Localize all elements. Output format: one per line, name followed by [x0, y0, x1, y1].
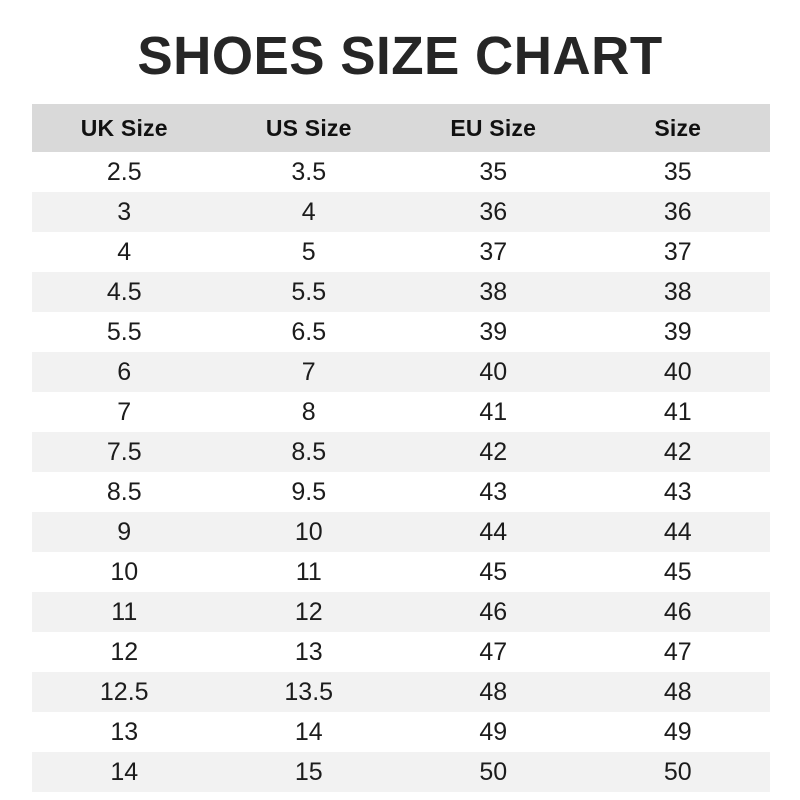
cell-eu-size: 36 — [401, 192, 586, 232]
cell-size: 40 — [585, 352, 770, 392]
column-header-uk-size: UK Size — [32, 104, 217, 152]
cell-us-size: 8.5 — [216, 432, 401, 472]
cell-size: 47 — [585, 632, 770, 672]
cell-us-size: 3.5 — [216, 152, 401, 192]
cell-us-size: 8 — [216, 392, 401, 432]
cell-us-size: 13.5 — [216, 672, 401, 712]
cell-us-size: 10 — [216, 512, 401, 552]
cell-eu-size: 42 — [401, 432, 586, 472]
table-row: 11 12 46 46 — [32, 592, 770, 632]
cell-uk-size: 3 — [32, 192, 217, 232]
cell-uk-size: 11 — [32, 592, 217, 632]
table-row: 5.5 6.5 39 39 — [32, 312, 770, 352]
table-row: 2.5 3.5 35 35 — [32, 152, 770, 192]
cell-uk-size: 4.5 — [32, 272, 217, 312]
cell-eu-size: 47 — [401, 632, 586, 672]
table-row: 14 15 50 50 — [32, 752, 770, 792]
table-row: 10 11 45 45 — [32, 552, 770, 592]
table-row: 12.5 13.5 48 48 — [32, 672, 770, 712]
table-row: 7 8 41 41 — [32, 392, 770, 432]
cell-size: 49 — [585, 712, 770, 752]
cell-eu-size: 50 — [401, 752, 586, 792]
cell-size: 41 — [585, 392, 770, 432]
cell-uk-size: 14 — [32, 752, 217, 792]
cell-us-size: 12 — [216, 592, 401, 632]
cell-us-size: 13 — [216, 632, 401, 672]
table-row: 12 13 47 47 — [32, 632, 770, 672]
cell-us-size: 5 — [216, 232, 401, 272]
cell-eu-size: 35 — [401, 152, 586, 192]
table-row: 7.5 8.5 42 42 — [32, 432, 770, 472]
cell-eu-size: 48 — [401, 672, 586, 712]
table-row: 9 10 44 44 — [32, 512, 770, 552]
cell-eu-size: 39 — [401, 312, 586, 352]
page-title: SHOES SIZE CHART — [137, 26, 663, 86]
cell-eu-size: 43 — [401, 472, 586, 512]
cell-uk-size: 4 — [32, 232, 217, 272]
cell-uk-size: 7.5 — [32, 432, 217, 472]
cell-eu-size: 44 — [401, 512, 586, 552]
cell-uk-size: 12 — [32, 632, 217, 672]
cell-us-size: 7 — [216, 352, 401, 392]
cell-size: 39 — [585, 312, 770, 352]
size-chart-table: UK Size US Size EU Size Size 2.5 3.5 35 … — [32, 104, 770, 792]
cell-us-size: 9.5 — [216, 472, 401, 512]
cell-size: 38 — [585, 272, 770, 312]
cell-uk-size: 7 — [32, 392, 217, 432]
cell-uk-size: 6 — [32, 352, 217, 392]
cell-uk-size: 10 — [32, 552, 217, 592]
table-row: 6 7 40 40 — [32, 352, 770, 392]
cell-eu-size: 40 — [401, 352, 586, 392]
column-header-size: Size — [585, 104, 770, 152]
cell-size: 45 — [585, 552, 770, 592]
table-row: 3 4 36 36 — [32, 192, 770, 232]
cell-size: 43 — [585, 472, 770, 512]
table-row: 4 5 37 37 — [32, 232, 770, 272]
table-header: UK Size US Size EU Size Size — [32, 104, 770, 152]
table-row: 4.5 5.5 38 38 — [32, 272, 770, 312]
cell-uk-size: 2.5 — [32, 152, 217, 192]
cell-size: 37 — [585, 232, 770, 272]
cell-eu-size: 37 — [401, 232, 586, 272]
cell-uk-size: 9 — [32, 512, 217, 552]
table-row: 13 14 49 49 — [32, 712, 770, 752]
cell-eu-size: 45 — [401, 552, 586, 592]
cell-size: 46 — [585, 592, 770, 632]
cell-eu-size: 49 — [401, 712, 586, 752]
cell-uk-size: 12.5 — [32, 672, 217, 712]
cell-eu-size: 41 — [401, 392, 586, 432]
cell-us-size: 4 — [216, 192, 401, 232]
cell-us-size: 6.5 — [216, 312, 401, 352]
table-header-row: UK Size US Size EU Size Size — [32, 104, 770, 152]
cell-us-size: 15 — [216, 752, 401, 792]
cell-size: 42 — [585, 432, 770, 472]
cell-uk-size: 8.5 — [32, 472, 217, 512]
table-row: 8.5 9.5 43 43 — [32, 472, 770, 512]
column-header-us-size: US Size — [216, 104, 401, 152]
cell-eu-size: 38 — [401, 272, 586, 312]
cell-us-size: 5.5 — [216, 272, 401, 312]
cell-size: 36 — [585, 192, 770, 232]
cell-us-size: 14 — [216, 712, 401, 752]
cell-size: 50 — [585, 752, 770, 792]
cell-size: 44 — [585, 512, 770, 552]
cell-uk-size: 5.5 — [32, 312, 217, 352]
cell-uk-size: 13 — [32, 712, 217, 752]
cell-size: 35 — [585, 152, 770, 192]
table-body: 2.5 3.5 35 35 3 4 36 36 4 5 37 37 4.5 5.… — [32, 152, 770, 792]
column-header-eu-size: EU Size — [401, 104, 586, 152]
cell-eu-size: 46 — [401, 592, 586, 632]
cell-size: 48 — [585, 672, 770, 712]
cell-us-size: 11 — [216, 552, 401, 592]
